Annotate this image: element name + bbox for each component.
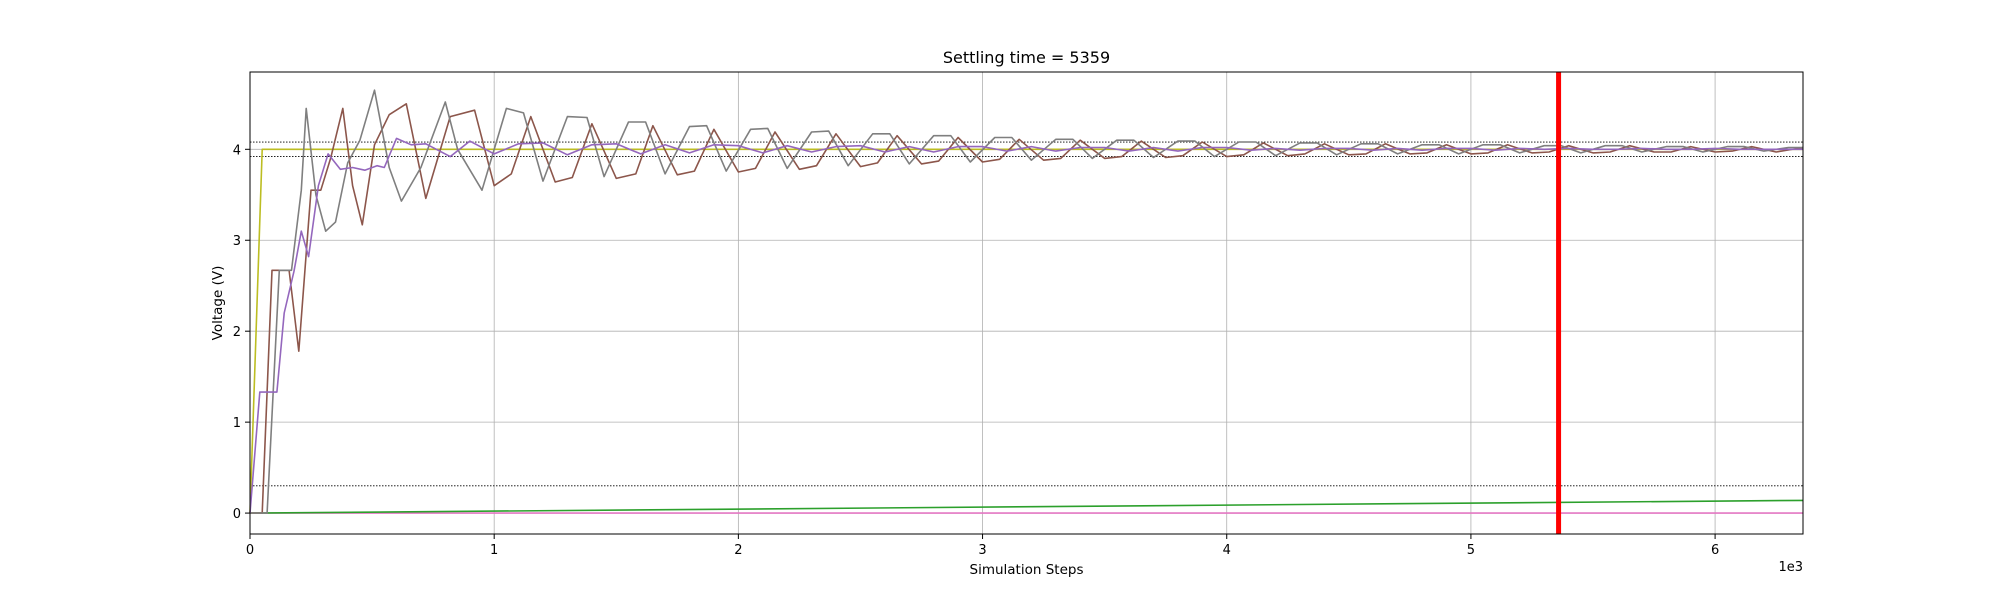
x-tick-label: 0 <box>246 543 254 558</box>
x-axis-label: Simulation Steps <box>970 562 1084 578</box>
x-tick-label: 1 <box>490 543 498 558</box>
x-tick-label: 3 <box>978 543 986 558</box>
x-axis-offset-label: 1e3 <box>1778 560 1803 575</box>
ticks: 0 1 2 3 4 5 6 0 1 2 3 4 <box>233 143 1720 558</box>
y-tick-label: 2 <box>233 325 241 340</box>
y-axis-label: Voltage (V) <box>210 266 226 341</box>
y-tick-label: 4 <box>233 143 241 158</box>
series-lines <box>249 89 1804 514</box>
x-tick-label: 6 <box>1711 543 1719 558</box>
plot-frame <box>249 71 1804 535</box>
y-tick-label: 3 <box>233 234 241 249</box>
series-line-4 <box>250 89 1803 514</box>
series-line-5 <box>249 137 1803 514</box>
series-line-3 <box>250 103 1804 514</box>
series-line-2 <box>249 499 1804 514</box>
x-tick-label: 4 <box>1223 543 1231 558</box>
chart-title: Settling time = 5359 <box>943 48 1110 67</box>
x-tick-label: 2 <box>734 543 742 558</box>
x-tick-label: 5 <box>1467 543 1475 558</box>
y-tick-label: 0 <box>233 507 241 522</box>
y-tick-label: 1 <box>233 416 241 431</box>
reference-lines <box>250 141 1803 487</box>
